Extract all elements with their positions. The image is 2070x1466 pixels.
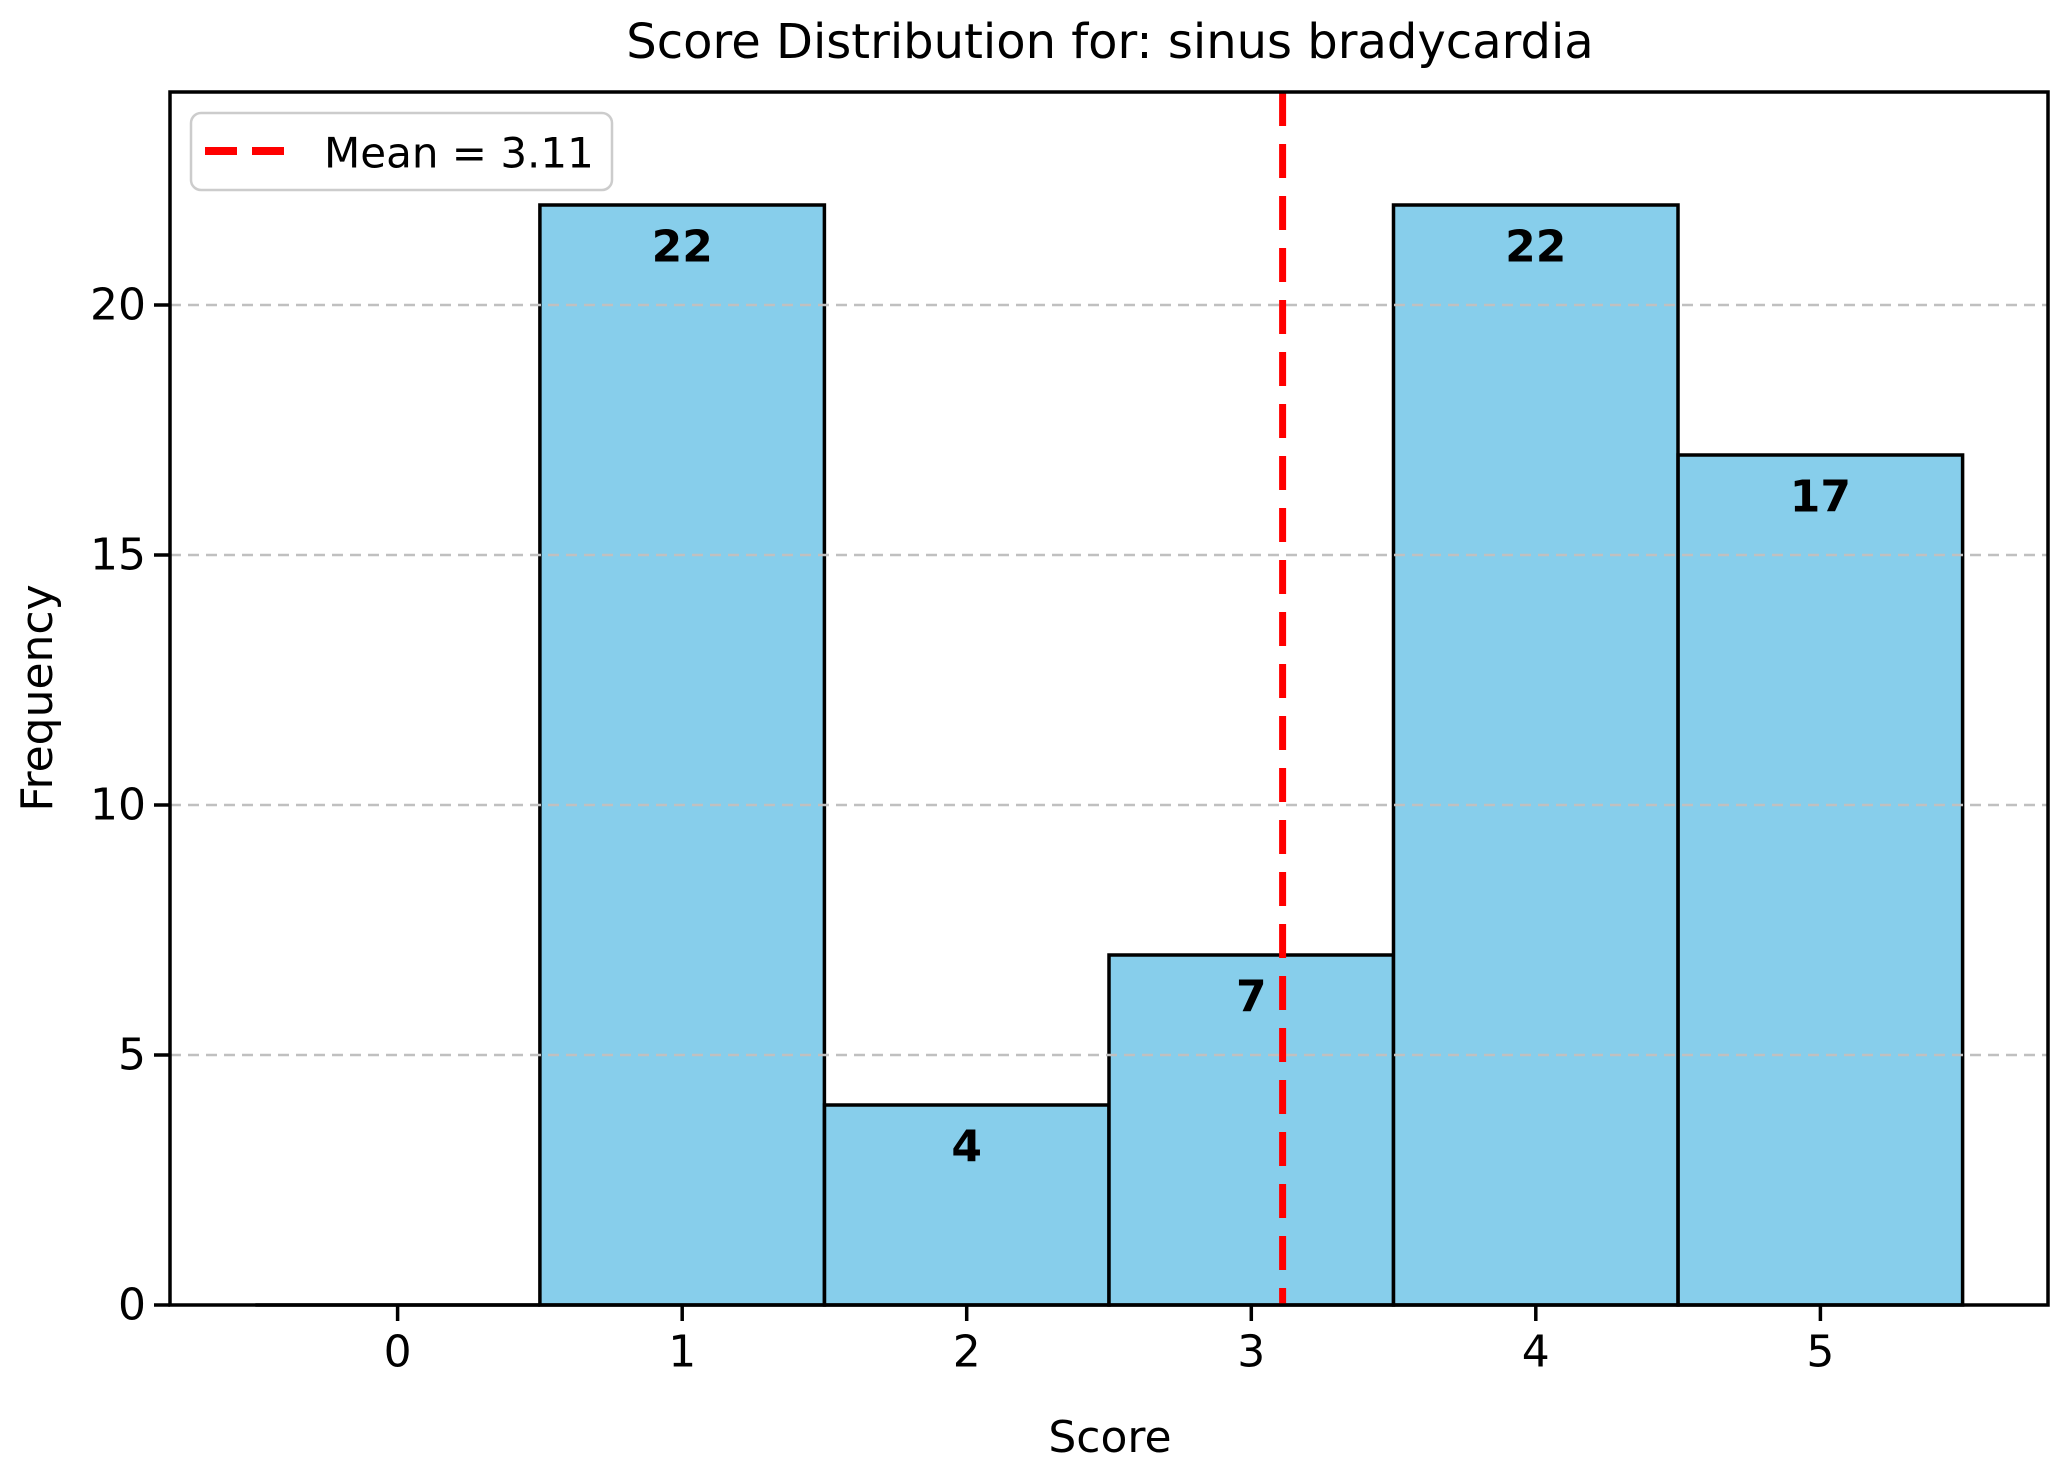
bar-value-label-score-4: 22 — [1505, 222, 1566, 273]
bars-layer: 22 4 7 22 17 — [255, 203, 1965, 1307]
bar-score-5 — [1676, 453, 1965, 1307]
grid-layer — [170, 303, 2048, 1057]
bar-score-1 — [538, 203, 827, 1307]
chart-title: Score Distribution for: sinus bradycardi… — [626, 14, 1593, 70]
bar-score-4 — [1391, 203, 1680, 1307]
legend-box — [189, 111, 614, 192]
bar-value-label-score-5: 17 — [1790, 472, 1851, 523]
bar-score-3 — [1107, 953, 1396, 1307]
legend: Mean = 3.11 — [189, 111, 614, 192]
legend-label: Mean = 3.11 — [324, 129, 594, 178]
x-tick-label-0: 0 — [384, 1327, 412, 1378]
ticks-layer: 0 1 2 3 4 5 0 5 10 15 20 — [90, 280, 1834, 1378]
x-tick-label-4: 4 — [1522, 1327, 1550, 1378]
axes-spines — [168, 90, 2050, 1307]
x-axis-label: Score — [1048, 1412, 1171, 1463]
x-tick-label-5: 5 — [1806, 1327, 1834, 1378]
bar-value-label-score-2: 4 — [951, 1122, 982, 1173]
y-tick-label-20: 20 — [90, 280, 146, 331]
x-tick-label-2: 2 — [953, 1327, 981, 1378]
y-tick-label-5: 5 — [118, 1030, 146, 1081]
y-tick-label-0: 0 — [118, 1280, 146, 1331]
bar-value-label-score-3: 7 — [1236, 972, 1267, 1023]
x-tick-label-3: 3 — [1237, 1327, 1265, 1378]
y-tick-label-10: 10 — [90, 780, 146, 831]
y-tick-label-15: 15 — [90, 530, 146, 581]
y-axis-label: Frequency — [12, 584, 63, 811]
x-tick-label-1: 1 — [668, 1327, 696, 1378]
bar-value-label-score-1: 22 — [652, 222, 713, 273]
